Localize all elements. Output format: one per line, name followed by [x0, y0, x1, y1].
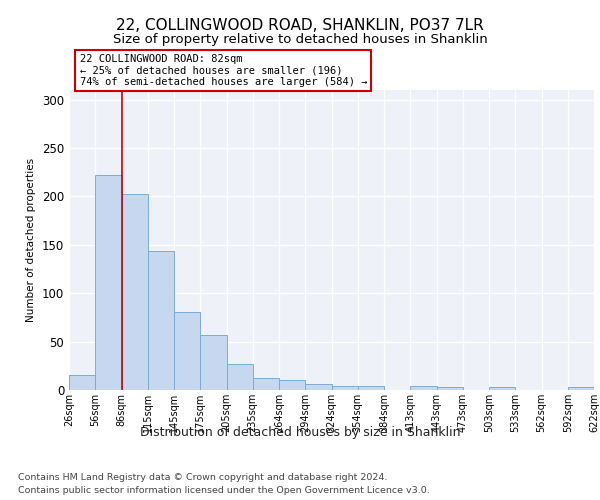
Bar: [95, 175, 121, 390]
Text: 22 COLLINGWOOD ROAD: 82sqm
← 25% of detached houses are smaller (196)
74% of sem: 22 COLLINGWOOD ROAD: 82sqm ← 25% of deta…: [79, 54, 367, 87]
Text: Size of property relative to detached houses in Shanklin: Size of property relative to detached ho…: [113, 32, 487, 46]
Y-axis label: Number of detached properties: Number of detached properties: [26, 158, 37, 322]
Bar: [489, 387, 515, 390]
Text: Distribution of detached houses by size in Shanklin: Distribution of detached houses by size …: [140, 426, 460, 439]
Text: 22, COLLINGWOOD ROAD, SHANKLIN, PO37 7LR: 22, COLLINGWOOD ROAD, SHANKLIN, PO37 7LR: [116, 18, 484, 32]
Text: Contains public sector information licensed under the Open Government Licence v3: Contains public sector information licen…: [18, 486, 430, 495]
Bar: [227, 364, 253, 390]
Bar: [331, 386, 358, 390]
Bar: [279, 380, 305, 390]
Bar: [568, 387, 594, 390]
Bar: [437, 387, 463, 390]
Bar: [69, 376, 95, 390]
Bar: [200, 335, 227, 390]
Text: Contains HM Land Registry data © Crown copyright and database right 2024.: Contains HM Land Registry data © Crown c…: [18, 472, 388, 482]
Bar: [358, 386, 384, 390]
Bar: [253, 378, 279, 390]
Bar: [174, 312, 200, 390]
Bar: [148, 250, 174, 390]
Bar: [121, 194, 148, 390]
Bar: [305, 384, 331, 390]
Bar: [410, 386, 437, 390]
